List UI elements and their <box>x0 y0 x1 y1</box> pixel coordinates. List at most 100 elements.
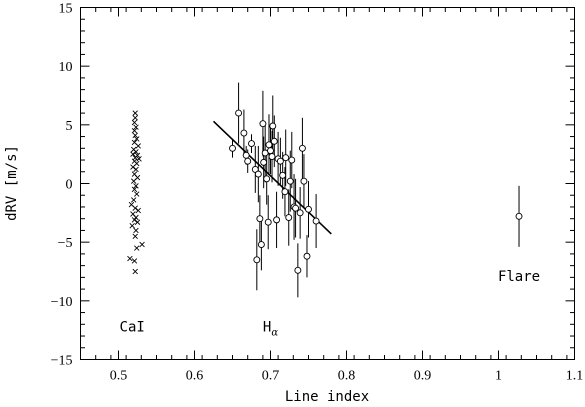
annotation-text: H <box>263 319 271 335</box>
x-tick-labels: 0.5 0.6 0.7 0.8 0.9 1 1.1 <box>110 369 584 384</box>
circle-point <box>251 165 259 173</box>
cross-point <box>130 164 136 170</box>
cross-point <box>133 124 139 130</box>
cross-point <box>130 178 137 184</box>
cross-point <box>133 166 139 173</box>
circle-point <box>515 212 523 220</box>
cross-point <box>135 207 141 214</box>
error-bars <box>232 82 520 298</box>
annotation-text: Flare <box>498 269 540 285</box>
cross-point <box>132 233 138 240</box>
cross-point <box>132 132 138 139</box>
annotation-subscript: α <box>271 327 278 338</box>
circle-point <box>288 156 296 164</box>
circle-point <box>259 120 267 128</box>
circle-point <box>253 256 261 264</box>
circle-point <box>260 158 268 166</box>
cross-point <box>131 119 138 126</box>
plot-frame <box>80 7 575 360</box>
cross-point <box>134 191 140 197</box>
x-tick-label: 0.7 <box>262 369 280 384</box>
annotation-text: CaI <box>120 319 145 335</box>
circle-point <box>294 266 302 274</box>
y-tick-labels: −15 −10 −5 0 5 10 15 <box>51 2 73 369</box>
cross-point <box>136 156 142 162</box>
cross-point <box>129 223 135 229</box>
circle-point <box>281 188 289 196</box>
circle-point <box>264 218 272 226</box>
x-tick-label: 1.1 <box>566 369 584 384</box>
cross-point <box>133 214 139 221</box>
cross-point <box>134 245 140 251</box>
y-tick-label: 0 <box>66 178 73 193</box>
circle-point <box>285 214 293 221</box>
circle-point <box>240 129 248 137</box>
cross-point <box>135 143 141 149</box>
y-tick-label: −15 <box>51 354 73 369</box>
x-tick-label: 0.8 <box>338 369 356 384</box>
circle-point <box>268 153 276 160</box>
y-tick-label: 15 <box>59 2 73 17</box>
x-tick-label: 0.6 <box>186 369 204 384</box>
circle-point <box>263 175 271 183</box>
circle-point <box>279 171 287 179</box>
cai-points <box>127 110 145 275</box>
y-tick-label: −10 <box>51 295 73 310</box>
y-tick-label: 10 <box>59 60 73 75</box>
fit-line-group <box>212 120 332 235</box>
cross-point <box>131 127 138 134</box>
circle-point <box>286 177 294 185</box>
circle-point <box>265 141 273 149</box>
circle-point <box>267 147 274 155</box>
cross-point <box>133 183 139 189</box>
cross-point <box>132 268 138 275</box>
cross-point <box>134 219 141 225</box>
circle-point <box>269 122 277 130</box>
y-tick-label: −5 <box>58 236 73 251</box>
circle-point <box>298 144 306 152</box>
circle-point <box>300 177 308 185</box>
y-tick-label: 5 <box>66 119 73 134</box>
y-axis-title: dRV [m/s] <box>4 145 20 221</box>
annotation: CaI <box>120 319 145 335</box>
fit-line <box>212 120 332 235</box>
halpha-points <box>229 109 523 274</box>
circle-point <box>312 217 320 225</box>
circle-point <box>303 252 311 260</box>
circle-point <box>276 157 284 165</box>
circle-point <box>254 170 262 178</box>
cross-point <box>130 197 137 203</box>
circle-point <box>256 215 264 223</box>
cross-point <box>132 205 138 211</box>
x-axis-title: Line index <box>285 389 369 405</box>
cross-point <box>133 227 139 234</box>
cross-point <box>132 110 138 116</box>
cross-point <box>132 115 138 121</box>
annotations: CaI Hα Flare <box>120 269 541 338</box>
axis-ticks <box>80 7 575 360</box>
circle-point <box>270 137 278 145</box>
circle-point <box>292 204 300 212</box>
circle-point <box>305 205 312 213</box>
annotation: Flare <box>498 269 540 285</box>
cross-point <box>134 136 140 142</box>
cross-point <box>131 186 138 193</box>
circle-point <box>242 151 250 159</box>
x-tick-label: 0.5 <box>110 369 128 384</box>
circle-point <box>296 209 304 217</box>
cross-point <box>127 255 133 262</box>
circle-point <box>229 144 236 152</box>
circle-point <box>248 140 255 148</box>
circle-point <box>244 157 252 165</box>
cross-point <box>139 241 145 248</box>
annotation: Hα <box>263 319 278 338</box>
cross-point <box>131 258 138 264</box>
x-tick-label: 0.9 <box>414 369 432 384</box>
circle-point <box>282 154 290 162</box>
circle-point <box>273 216 281 224</box>
cross-point <box>131 217 138 223</box>
x-tick-label: 1 <box>495 369 502 384</box>
circle-point <box>257 241 265 248</box>
circle-point <box>235 109 243 117</box>
